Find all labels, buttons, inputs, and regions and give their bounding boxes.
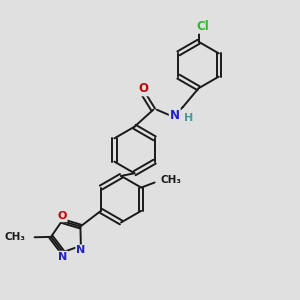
Text: N: N xyxy=(58,252,67,262)
Text: O: O xyxy=(57,211,67,221)
Text: Cl: Cl xyxy=(197,20,209,33)
Text: O: O xyxy=(139,82,149,95)
Text: CH₃: CH₃ xyxy=(160,175,182,185)
Text: H: H xyxy=(184,113,193,123)
Text: N: N xyxy=(76,245,86,255)
Text: CH₃: CH₃ xyxy=(4,232,26,242)
Text: N: N xyxy=(170,109,180,122)
